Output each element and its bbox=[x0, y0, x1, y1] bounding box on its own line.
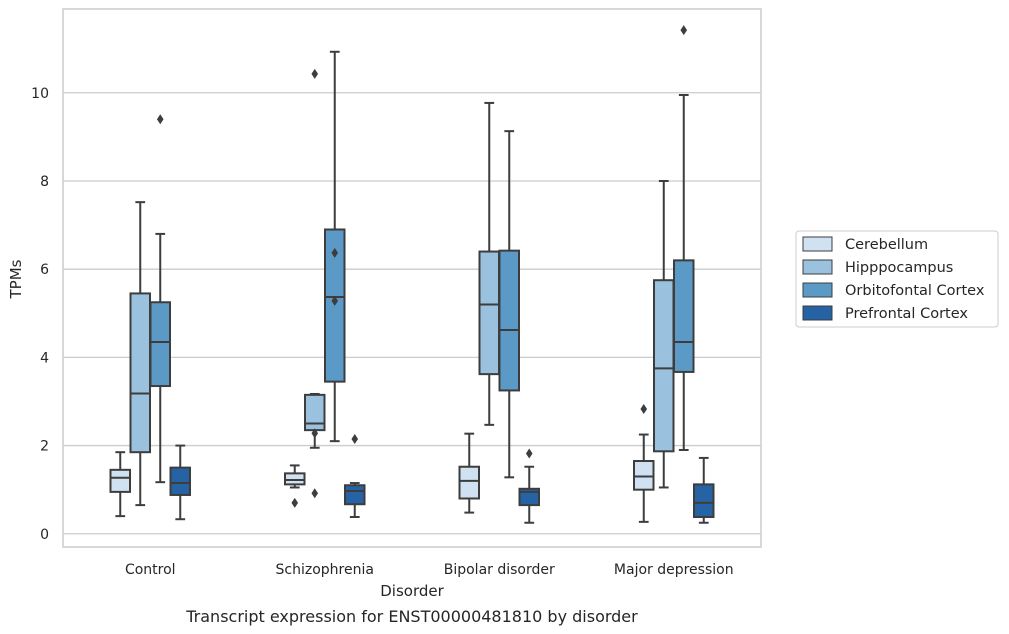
box-group bbox=[149, 114, 171, 484]
box-group bbox=[109, 451, 131, 518]
x-tick-labels: Control Schizophrenia Bipolar disorder Majo… bbox=[125, 562, 734, 578]
y-tick-label: 10 bbox=[31, 86, 49, 102]
x-tick-label: Control bbox=[125, 562, 176, 578]
legend-swatch bbox=[802, 305, 833, 321]
box-group bbox=[324, 50, 346, 443]
box bbox=[693, 483, 715, 519]
legend-label: Orbitofontal Cortex bbox=[845, 283, 985, 299]
x-tick-label: Schizophrenia bbox=[276, 562, 374, 578]
y-tick-label: 0 bbox=[40, 527, 49, 543]
box-group bbox=[344, 433, 366, 519]
box bbox=[478, 250, 500, 376]
legend-swatch bbox=[802, 259, 833, 275]
outlier-point bbox=[331, 295, 339, 306]
legend-swatch bbox=[802, 236, 833, 252]
plot-frame bbox=[62, 8, 762, 548]
outlier-point bbox=[331, 247, 339, 258]
box-group bbox=[633, 403, 655, 523]
box-group bbox=[653, 179, 675, 489]
box bbox=[458, 465, 480, 500]
legend-swatch bbox=[802, 282, 833, 298]
outlier-point bbox=[291, 497, 299, 508]
box bbox=[169, 466, 191, 496]
outlier-point bbox=[156, 114, 164, 125]
x-tick-label: Major depression bbox=[614, 562, 734, 578]
box-group bbox=[693, 456, 715, 524]
legend-frame bbox=[795, 230, 999, 328]
box bbox=[653, 279, 675, 453]
box bbox=[284, 472, 306, 486]
box-group bbox=[169, 444, 191, 521]
y-tick-label: 2 bbox=[40, 439, 49, 455]
box-group bbox=[498, 130, 520, 479]
outlier-point bbox=[680, 25, 688, 36]
y-tick-label: 6 bbox=[40, 262, 49, 278]
box-group bbox=[673, 25, 695, 451]
box bbox=[344, 484, 366, 506]
legend-label: Cerebellum bbox=[845, 237, 928, 253]
outlier-point bbox=[311, 488, 319, 499]
box-group bbox=[518, 448, 540, 524]
box bbox=[673, 259, 695, 373]
y-tick-label: 4 bbox=[40, 350, 49, 366]
box bbox=[304, 393, 326, 432]
chart-caption: Transcript expression for ENST0000048181… bbox=[185, 607, 638, 626]
y-tick-label: 8 bbox=[40, 174, 49, 190]
outlier-point bbox=[311, 68, 319, 79]
outlier-point bbox=[640, 403, 648, 414]
x-axis-title: Disorder bbox=[380, 582, 444, 600]
y-axis-title: TPMs bbox=[7, 259, 25, 299]
legend-label: Hipppocampus bbox=[845, 260, 953, 276]
outlier-point bbox=[525, 448, 533, 459]
outlier-point bbox=[311, 428, 319, 439]
box-group bbox=[304, 68, 326, 499]
outlier-point bbox=[351, 433, 359, 444]
box-series bbox=[109, 25, 715, 524]
box bbox=[633, 460, 655, 491]
box-group bbox=[284, 464, 306, 508]
legend-label: Prefrontal Cortex bbox=[845, 306, 968, 322]
box-group bbox=[458, 432, 480, 514]
box bbox=[109, 468, 131, 493]
box bbox=[498, 249, 520, 392]
box bbox=[129, 292, 151, 454]
plot-area bbox=[63, 9, 761, 547]
y-tick-labels: 0 2 4 6 8 10 bbox=[31, 86, 49, 543]
legend: Cerebellum Hipppocampus Orbitofontal Corte… bbox=[795, 230, 999, 328]
x-tick-label: Bipolar disorder bbox=[444, 562, 555, 578]
box bbox=[149, 301, 171, 388]
